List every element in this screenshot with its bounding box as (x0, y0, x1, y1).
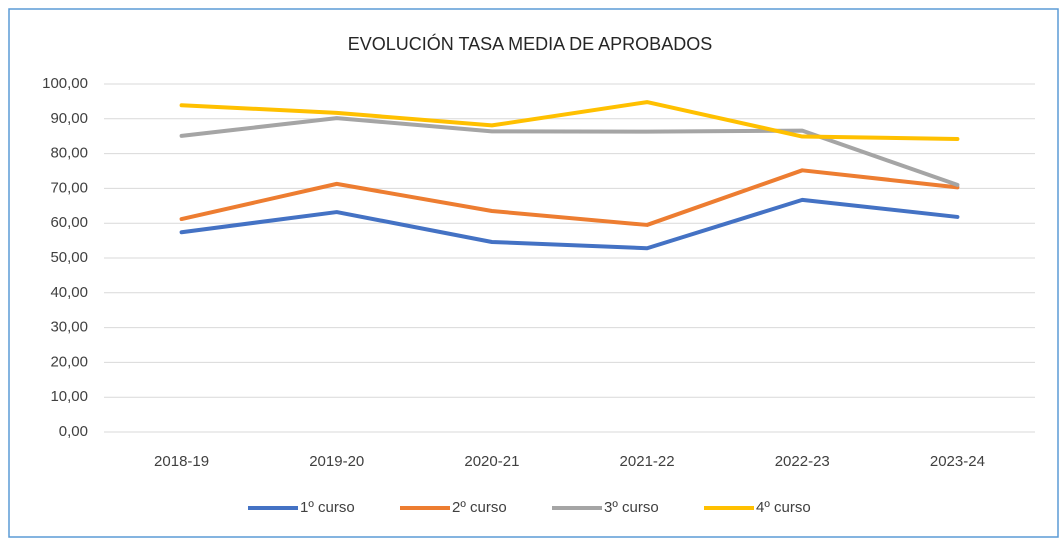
x-tick-label: 2019-20 (309, 453, 364, 470)
series-line (179, 197, 960, 251)
y-tick-label: 90,00 (50, 110, 88, 127)
legend-label: 2º curso (452, 499, 507, 516)
y-tick-label: 0,00 (59, 423, 88, 440)
series-line (179, 168, 960, 227)
legend-label: 1º curso (300, 499, 355, 516)
y-tick-label: 60,00 (50, 214, 88, 231)
y-tick-label: 100,00 (42, 75, 88, 92)
x-tick-label: 2018-19 (154, 453, 209, 470)
y-tick-label: 20,00 (50, 353, 88, 370)
x-tick-label: 2023-24 (930, 453, 985, 470)
series-line (179, 116, 960, 187)
chart-frame (8, 8, 1059, 538)
y-tick-label: 70,00 (50, 179, 88, 196)
y-tick-label: 10,00 (50, 388, 88, 405)
y-tick-label: 80,00 (50, 145, 88, 162)
series-line (179, 100, 960, 141)
y-tick-label: 40,00 (50, 284, 88, 301)
x-tick-label: 2021-22 (620, 453, 675, 470)
x-tick-label: 2020-21 (464, 453, 519, 470)
y-tick-label: 50,00 (50, 249, 88, 266)
legend-label: 4º curso (756, 499, 811, 516)
x-tick-label: 2022-23 (775, 453, 830, 470)
y-tick-label: 30,00 (50, 319, 88, 336)
chart-title: EVOLUCIÓN TASA MEDIA DE APROBADOS (348, 33, 712, 54)
legend-label: 3º curso (604, 499, 659, 516)
